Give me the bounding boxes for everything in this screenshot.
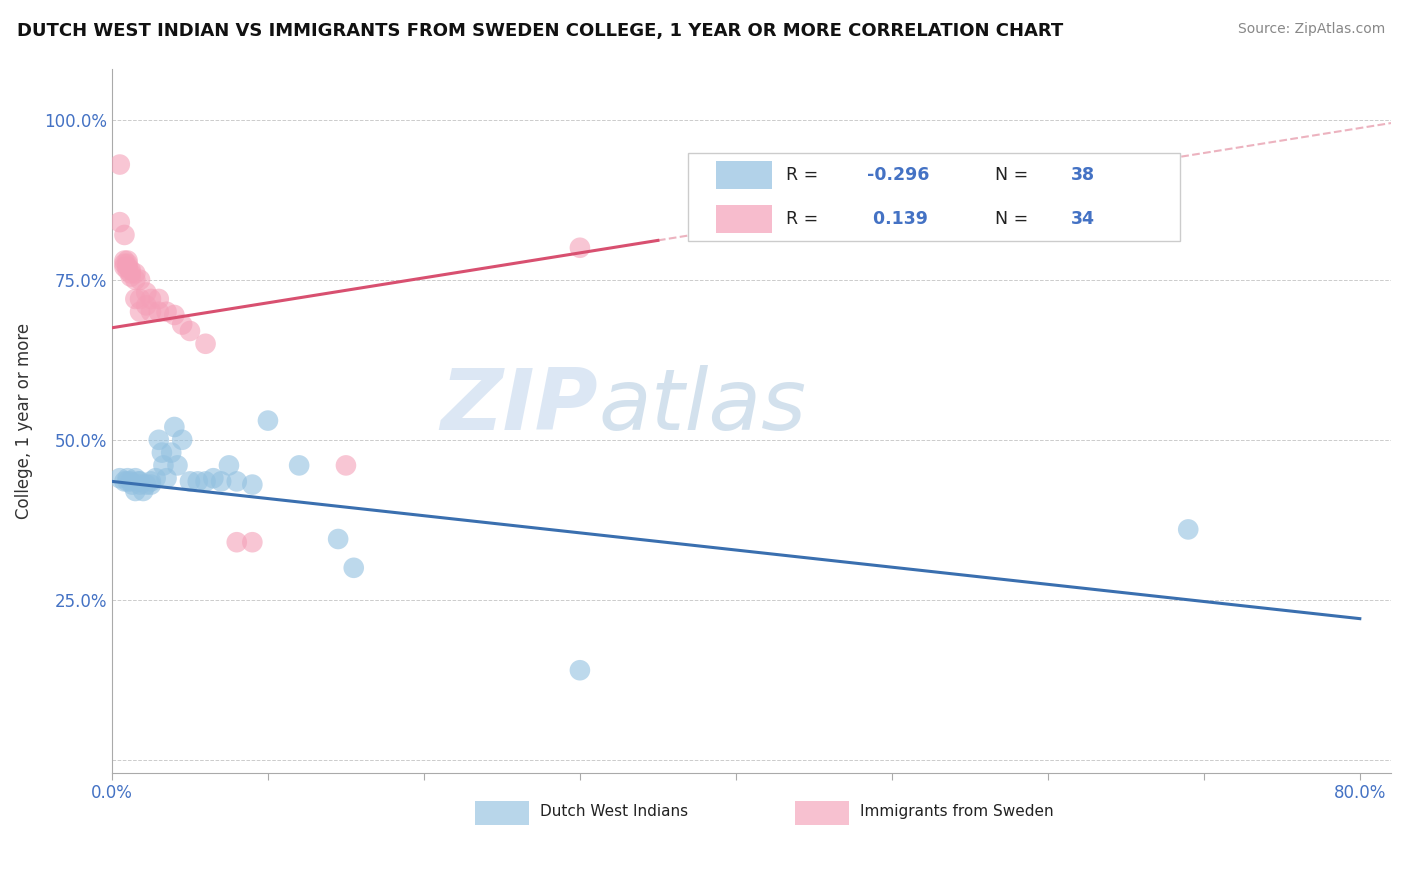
Text: Source: ZipAtlas.com: Source: ZipAtlas.com bbox=[1237, 22, 1385, 37]
FancyBboxPatch shape bbox=[716, 161, 772, 189]
Point bbox=[114, 253, 136, 268]
Point bbox=[114, 260, 136, 274]
FancyBboxPatch shape bbox=[794, 801, 849, 825]
Text: -0.296: -0.296 bbox=[866, 166, 929, 184]
Point bbox=[166, 458, 188, 473]
Text: 38: 38 bbox=[1071, 166, 1095, 184]
Point bbox=[155, 305, 177, 319]
Point bbox=[568, 663, 591, 677]
Point bbox=[129, 477, 152, 491]
Point bbox=[163, 308, 186, 322]
Point bbox=[202, 471, 225, 485]
Point bbox=[172, 433, 194, 447]
Point bbox=[108, 471, 131, 485]
Point bbox=[139, 477, 162, 491]
Point bbox=[114, 257, 136, 271]
Text: R =: R = bbox=[786, 166, 824, 184]
Point bbox=[117, 253, 139, 268]
Text: ZIP: ZIP bbox=[440, 365, 598, 448]
Point bbox=[120, 263, 142, 277]
Point bbox=[194, 336, 217, 351]
Point bbox=[155, 471, 177, 485]
Text: 0.139: 0.139 bbox=[866, 211, 928, 228]
Point bbox=[139, 305, 162, 319]
Point bbox=[218, 458, 240, 473]
Point bbox=[145, 471, 167, 485]
Point bbox=[135, 298, 157, 312]
Point bbox=[240, 477, 263, 491]
Point bbox=[120, 269, 142, 284]
Point bbox=[127, 475, 149, 489]
Point bbox=[148, 305, 170, 319]
Text: R =: R = bbox=[786, 211, 824, 228]
Text: Immigrants from Sweden: Immigrants from Sweden bbox=[860, 804, 1054, 819]
Point bbox=[124, 273, 146, 287]
Point bbox=[148, 433, 170, 447]
Point bbox=[124, 266, 146, 280]
Point bbox=[139, 475, 162, 489]
Point bbox=[129, 273, 152, 287]
Point bbox=[150, 445, 173, 459]
Point bbox=[179, 324, 201, 338]
Point bbox=[187, 475, 209, 489]
Text: N =: N = bbox=[994, 166, 1033, 184]
Point bbox=[120, 266, 142, 280]
Point bbox=[152, 458, 174, 473]
Point bbox=[114, 227, 136, 242]
Point bbox=[114, 475, 136, 489]
Point bbox=[209, 475, 232, 489]
Point bbox=[343, 561, 366, 575]
Point bbox=[124, 483, 146, 498]
Text: DUTCH WEST INDIAN VS IMMIGRANTS FROM SWEDEN COLLEGE, 1 YEAR OR MORE CORRELATION : DUTCH WEST INDIAN VS IMMIGRANTS FROM SWE… bbox=[17, 22, 1063, 40]
Point bbox=[129, 292, 152, 306]
Text: N =: N = bbox=[994, 211, 1033, 228]
Point bbox=[160, 445, 183, 459]
Point bbox=[129, 305, 152, 319]
Point bbox=[139, 292, 162, 306]
Text: 34: 34 bbox=[1071, 211, 1095, 228]
Point bbox=[172, 318, 194, 332]
Point bbox=[1177, 523, 1199, 537]
FancyBboxPatch shape bbox=[475, 801, 529, 825]
Point bbox=[117, 475, 139, 489]
Point bbox=[335, 458, 357, 473]
Text: Dutch West Indians: Dutch West Indians bbox=[540, 804, 689, 819]
Point bbox=[117, 263, 139, 277]
Point bbox=[135, 477, 157, 491]
Point bbox=[117, 260, 139, 274]
Point bbox=[135, 285, 157, 300]
Point bbox=[225, 475, 247, 489]
Point bbox=[108, 157, 131, 171]
Point bbox=[568, 241, 591, 255]
Point bbox=[132, 483, 155, 498]
Point bbox=[326, 532, 349, 546]
FancyBboxPatch shape bbox=[688, 153, 1180, 241]
Point bbox=[129, 475, 152, 489]
Point bbox=[225, 535, 247, 549]
Point bbox=[120, 475, 142, 489]
Point bbox=[179, 475, 201, 489]
FancyBboxPatch shape bbox=[716, 205, 772, 234]
Text: atlas: atlas bbox=[598, 365, 806, 448]
Point bbox=[240, 535, 263, 549]
Point bbox=[124, 471, 146, 485]
Point bbox=[257, 414, 280, 428]
Point bbox=[288, 458, 311, 473]
Point bbox=[194, 475, 217, 489]
Point bbox=[117, 471, 139, 485]
Y-axis label: College, 1 year or more: College, 1 year or more bbox=[15, 323, 32, 518]
Point bbox=[148, 292, 170, 306]
Point bbox=[124, 292, 146, 306]
Point bbox=[117, 257, 139, 271]
Point bbox=[163, 420, 186, 434]
Point bbox=[108, 215, 131, 229]
Point bbox=[121, 477, 143, 491]
